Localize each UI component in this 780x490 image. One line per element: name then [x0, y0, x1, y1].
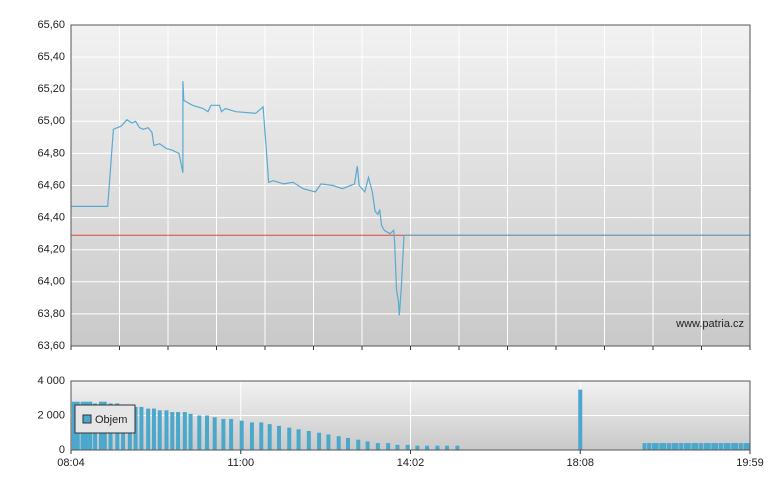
volume-bar: [699, 443, 704, 450]
y-tick-label: 0: [59, 444, 65, 456]
volume-bar: [723, 443, 728, 450]
volume-bar: [731, 443, 736, 450]
y-tick-label: 2 000: [37, 409, 65, 421]
volume-bar: [336, 436, 341, 450]
volume-bar: [455, 445, 460, 450]
y-tick-label: 64,20: [37, 244, 65, 256]
volume-bar: [365, 441, 370, 450]
x-tick-label: 08:04: [57, 457, 85, 469]
volume-bar: [164, 410, 169, 450]
volume-bar: [133, 406, 138, 450]
volume-bar: [306, 431, 311, 450]
volume-bar: [654, 443, 659, 450]
volume-bar: [674, 443, 679, 450]
volume-bar: [703, 443, 708, 450]
price-line: [71, 81, 750, 316]
y-tick-label: 65,20: [37, 83, 65, 95]
volume-bar: [694, 443, 699, 450]
y-tick-label: 65,40: [37, 51, 65, 63]
volume-bar: [287, 427, 292, 450]
volume-bar: [176, 412, 181, 450]
volume-bar: [395, 444, 400, 450]
watermark: www.patria.cz: [675, 318, 744, 330]
y-tick-label: 64,80: [37, 147, 65, 159]
volume-bar: [229, 418, 234, 450]
volume-bar: [356, 439, 361, 450]
volume-bar: [188, 413, 193, 450]
x-tick-label: 11:00: [227, 457, 254, 469]
volume-bar: [706, 443, 711, 450]
volume-bar: [170, 412, 175, 450]
volume-bar: [718, 443, 723, 450]
volume-bar: [317, 432, 322, 450]
volume-bar: [386, 443, 391, 450]
x-tick-label: 19:59: [736, 457, 764, 469]
volume-bar: [259, 422, 264, 450]
volume-bar: [743, 443, 748, 450]
volume-bar: [221, 418, 226, 450]
y-tick-label: 63,60: [37, 340, 65, 352]
volume-bar: [139, 406, 144, 450]
volume-bar: [679, 443, 684, 450]
volume-bar: [578, 389, 583, 450]
legend-label: Objem: [95, 414, 127, 426]
volume-bar: [651, 443, 656, 450]
volume-bar: [239, 420, 244, 450]
volume-bar: [267, 424, 272, 450]
layer: 63,60 63,80 64,00 64,20 64,40 64,60 64,80 65,00…: [37, 19, 763, 469]
volume-bar: [738, 443, 743, 450]
volume-bar: [197, 415, 202, 450]
y-tick-label: 64,40: [37, 212, 65, 224]
volume-bar: [683, 443, 688, 450]
volume-bar: [711, 443, 716, 450]
volume-bar: [691, 443, 696, 450]
volume-bar: [326, 434, 331, 450]
y-tick-label: 64,60: [37, 179, 65, 191]
price-frame: [70, 24, 751, 347]
volume-bar: [445, 445, 450, 450]
volume-bar: [425, 445, 430, 450]
volume-bar: [415, 445, 420, 450]
y-tick-label: 64,00: [37, 276, 65, 288]
volume-bar: [182, 412, 187, 450]
volume-bar: [212, 417, 217, 450]
volume-bar: [405, 444, 410, 450]
volume-bar: [662, 443, 667, 450]
volume-bar: [734, 443, 739, 450]
volume-bar: [157, 410, 162, 450]
y-tick-label: 4 000: [37, 375, 65, 387]
volume-bar: [276, 425, 281, 450]
x-tick-label: 14:02: [397, 457, 425, 469]
volume-bar: [71, 401, 76, 450]
volume-bar: [726, 443, 731, 450]
volume-bar: [346, 437, 351, 450]
volume-bar: [671, 443, 676, 450]
volume-bar: [659, 443, 664, 450]
volume-bar: [296, 429, 301, 450]
volume-bar: [204, 415, 209, 450]
volume-bar: [146, 408, 151, 450]
volume-bar: [435, 445, 440, 450]
volume-bar: [249, 422, 254, 450]
volume-frame: [70, 380, 751, 451]
volume-bar: [666, 443, 671, 450]
y-tick-label: 65,60: [37, 19, 65, 31]
volume-bar: [647, 443, 652, 450]
y-tick-label: 63,80: [37, 308, 65, 320]
x-tick-label: 18:08: [566, 457, 594, 469]
volume-bar: [375, 443, 380, 450]
legend-swatch: [82, 414, 92, 424]
y-tick-label: 65,00: [37, 115, 65, 127]
volume-bar: [642, 443, 647, 450]
volume-bar: [151, 408, 156, 450]
volume-bar: [686, 443, 691, 450]
volume-bar: [746, 443, 751, 450]
volume-bar: [714, 443, 719, 450]
